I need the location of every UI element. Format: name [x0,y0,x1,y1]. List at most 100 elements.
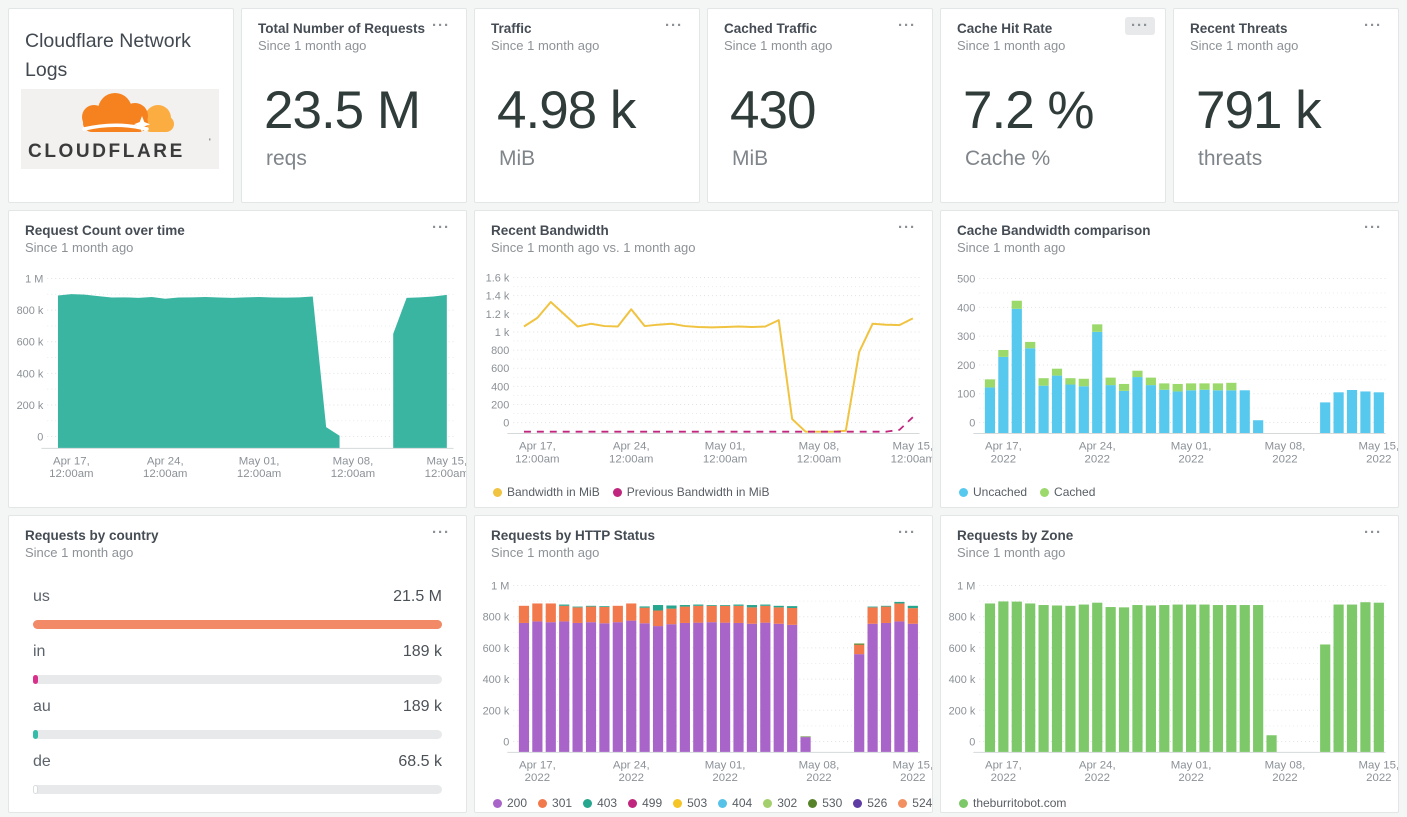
svg-text:1 M: 1 M [25,274,43,286]
svg-text:Apr 24,12:00am: Apr 24, 12:00am [143,455,187,480]
cloudflare-logo-icon: CLOUDFLARE ' [21,89,219,169]
panel-menu-icon[interactable]: ··· [898,219,916,236]
svg-text:Apr 17,2022: Apr 17, 2022 [985,440,1022,465]
panel-requests-by-zone: Requests by Zone Since 1 month ago ··· 1… [940,515,1399,813]
svg-text:Apr 17,2022: Apr 17, 2022 [985,759,1022,784]
panel-menu-icon[interactable]: ··· [898,524,916,541]
svg-text:1.4 k: 1.4 k [486,291,510,303]
svg-text:May 08,12:00am: May 08, 12:00am [797,440,841,465]
svg-text:Apr 24,2022: Apr 24, 2022 [613,759,650,784]
panel-subtitle: Since 1 month ago [25,545,134,560]
legend-item[interactable]: 403 [583,796,617,810]
svg-text:May 01,12:00am: May 01, 12:00am [703,440,747,465]
cloud-light [143,105,174,132]
zone-chart[interactable]: 1 M 800 k 600 k 400 k 200 k 0 Apr 17, 2022 Apr 2… [941,516,1398,812]
legend-label: 499 [642,796,663,810]
panel-requests-by-http-status: Requests by HTTP Status Since 1 month ag… [474,515,933,813]
panel-subtitle: Since 1 month ago [491,38,600,53]
http-status-chart[interactable]: 1 M 800 k 600 k 400 k 200 k 0 Apr 17, 2022 Apr 2… [475,516,932,812]
panel-title[interactable]: Cached Traffic [724,21,818,36]
legend-color-dot-icon [583,798,593,808]
svg-text:500: 500 [957,274,975,286]
recent-bandwidth-chart[interactable]: 1.6 k 1.4 k 1.2 k 1 k 800 600 400 200 0 Apr 17, 12… [475,211,932,507]
legend-item[interactable]: 302 [763,796,797,810]
legend-color-dot-icon [808,798,818,808]
legend-item[interactable]: 499 [628,796,662,810]
panel-title[interactable]: Request Count over time [25,223,185,238]
panel-recent-bandwidth: Recent Bandwidth Since 1 month ago vs. 1… [474,210,933,508]
panel-title[interactable]: Total Number of Requests [258,21,426,36]
legend-label: 530 [822,796,843,810]
panel-subtitle: Since 1 month ago [258,38,367,53]
legend-item[interactable]: Cached [1040,485,1095,499]
legend-label: theburritobot.com [973,796,1067,810]
svg-text:May 08,12:00am: May 08, 12:00am [331,455,375,480]
country-bar-track [33,730,442,739]
svg-text:1 M: 1 M [957,581,975,593]
svg-text:800 k: 800 k [949,612,976,624]
panel-menu-icon[interactable]: ··· [898,17,916,34]
cache-bandwidth-chart[interactable]: 500 400 300 200 100 0 Apr 17, 2022 Apr 24, 2022 Ma… [941,211,1398,507]
panel-menu-icon[interactable]: ··· [432,524,450,541]
svg-text:1 k: 1 k [495,327,510,339]
legend-item[interactable]: 524 [898,796,932,810]
legend-item[interactable]: 404 [718,796,752,810]
legend-item[interactable]: theburritobot.com [959,796,1066,810]
panel-menu-icon[interactable]: ··· [432,219,450,236]
panel-menu-icon[interactable]: ··· [665,17,683,34]
legend-item[interactable]: Uncached [959,485,1027,499]
panel-subtitle: Since 1 month ago vs. 1 month ago [491,240,696,255]
panel-menu-icon[interactable]: ··· [1364,17,1382,34]
country-label: au [33,698,51,715]
stat-unit: MiB [499,147,536,170]
legend-label: 301 [552,796,573,810]
panel-menu-icon[interactable]: ··· [1364,524,1382,541]
svg-text:May 01,12:00am: May 01, 12:00am [237,455,281,480]
legend-item[interactable]: 301 [538,796,572,810]
svg-text:Apr 17,12:00am: Apr 17, 12:00am [515,440,559,465]
panel-title[interactable]: Recent Threats [1190,21,1288,36]
panel-subtitle: Since 1 month ago [25,240,134,255]
panel-requests-by-country: Requests by country Since 1 month ago ··… [8,515,467,813]
legend-color-dot-icon [853,798,863,808]
panel-title[interactable]: Requests by country [25,528,159,543]
legend-item[interactable]: Bandwidth in MiB [493,485,600,499]
panel-subtitle: Since 1 month ago [957,240,1066,255]
panel-subtitle: Since 1 month ago [957,38,1066,53]
country-label: us [33,588,50,605]
stat-value: 23.5 M [264,81,421,140]
dashboard-title: Cloudflare Network Logs [25,30,191,81]
panel-menu-icon[interactable]: ··· [1125,17,1155,35]
panel-menu-icon[interactable]: ··· [1364,219,1382,236]
legend-color-dot-icon [493,798,502,808]
panel-title[interactable]: Cache Bandwidth comparison [957,223,1151,238]
legend-color-dot-icon [493,487,502,497]
svg-text:May 01,2022: May 01, 2022 [1171,759,1212,784]
chart-legend: 200 301 403 499 503 404 302 530 526 524 [493,796,932,810]
svg-text:0: 0 [503,736,509,748]
legend-item[interactable]: 503 [673,796,707,810]
panel-title[interactable]: Requests by Zone [957,528,1074,543]
legend-color-dot-icon [673,798,683,808]
legend-label: 524 [912,796,933,810]
legend-item[interactable]: Previous Bandwidth in MiB [612,485,769,499]
request-count-chart[interactable]: 1 M 800 k 600 k 400 k 200 k 0 Apr 17, 12:00am Ap… [9,211,466,507]
svg-text:200 k: 200 k [17,400,44,412]
svg-text:': ' [209,137,211,147]
cloudflare-wordmark: CLOUDFLARE [28,141,185,162]
panel-title[interactable]: Recent Bandwidth [491,223,609,238]
legend-item[interactable]: 526 [853,796,887,810]
svg-text:0: 0 [503,418,509,430]
panel-title[interactable]: Requests by HTTP Status [491,528,656,543]
country-bar-fill [33,730,38,739]
panel-title[interactable]: Cache Hit Rate [957,21,1053,36]
panel-title[interactable]: Traffic [491,21,532,36]
svg-text:May 01,2022: May 01, 2022 [705,759,746,784]
panel-header-logo: Cloudflare Network Logs CLOUDFLARE ' [8,8,234,203]
legend-item[interactable]: 530 [808,796,842,810]
panel-menu-icon[interactable]: ··· [432,17,450,34]
svg-text:800 k: 800 k [483,612,510,624]
legend-color-dot-icon [1040,487,1050,497]
legend-item[interactable]: 200 [493,796,527,810]
country-row: in 189 k [33,643,442,661]
